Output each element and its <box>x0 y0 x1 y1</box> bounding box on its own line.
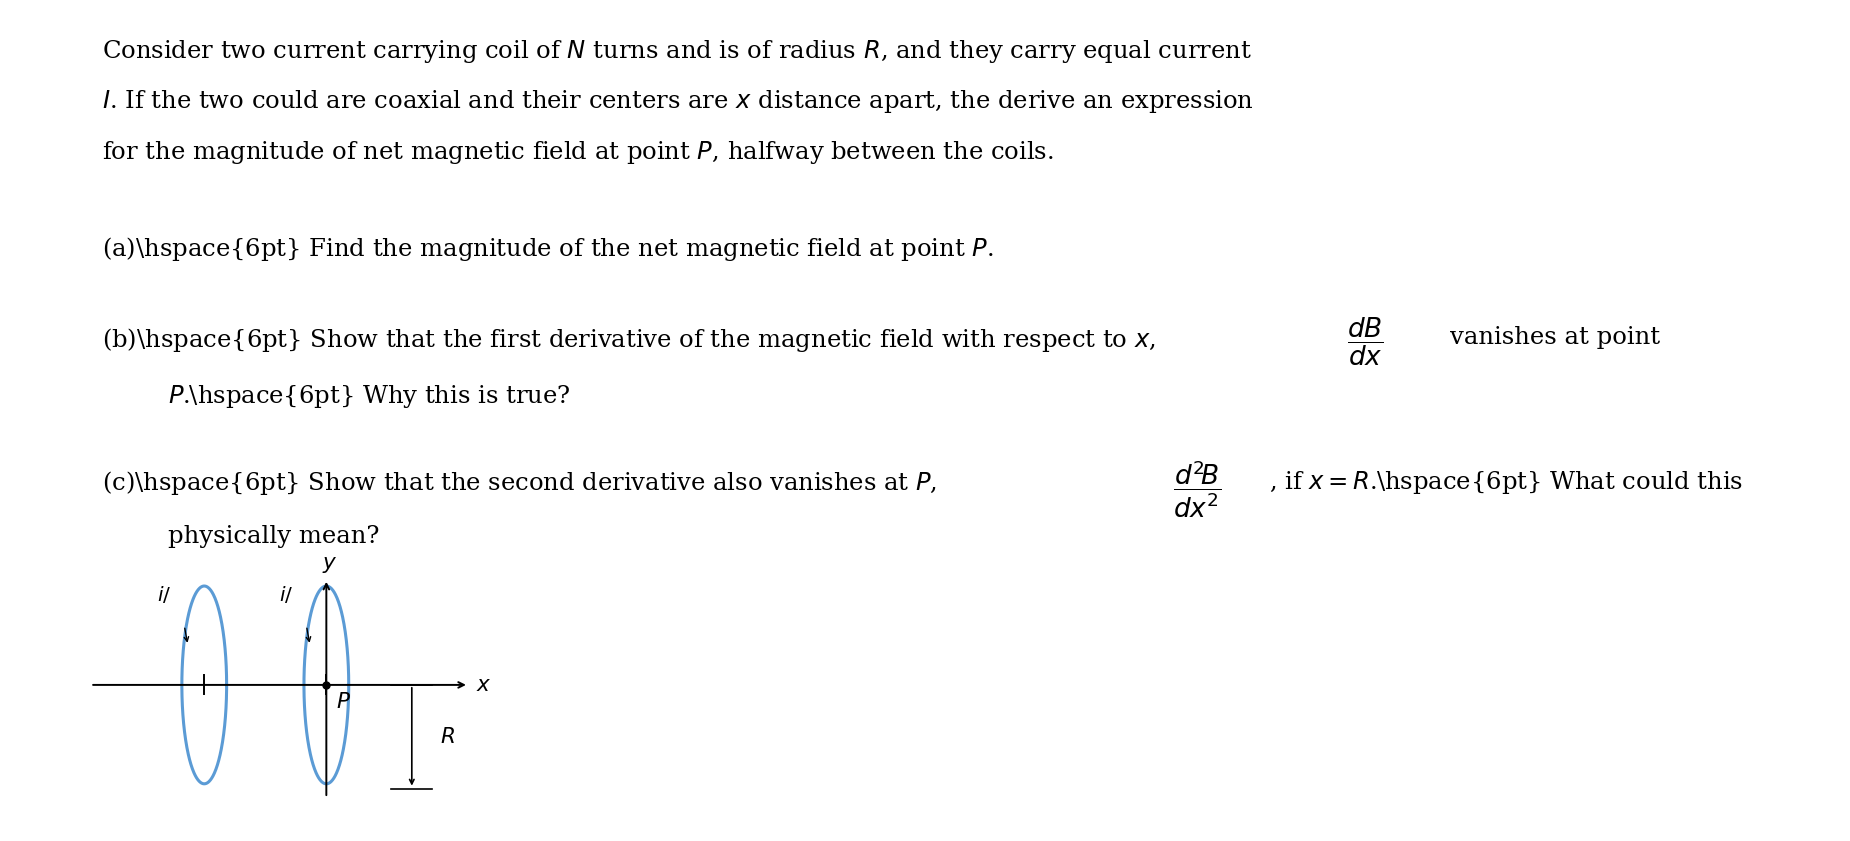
Text: (a)\hspace{6pt} Find the magnitude of the net magnetic field at point $P$.: (a)\hspace{6pt} Find the magnitude of th… <box>102 235 993 263</box>
Text: for the magnitude of net magnetic field at point $P$, halfway between the coils.: for the magnitude of net magnetic field … <box>102 139 1053 166</box>
Text: $i/$: $i/$ <box>157 584 172 606</box>
Text: $R$: $R$ <box>440 726 455 748</box>
Text: (c)\hspace{6pt} Show that the second derivative also vanishes at $P$,: (c)\hspace{6pt} Show that the second der… <box>102 468 936 496</box>
Text: $P$.\hspace{6pt} Why this is true?: $P$.\hspace{6pt} Why this is true? <box>168 383 572 410</box>
Text: $x$: $x$ <box>475 674 492 696</box>
Text: , if $x = R$.\hspace{6pt} What could this: , if $x = R$.\hspace{6pt} What could thi… <box>1269 468 1743 495</box>
Text: $I$. If the two could are coaxial and their centers are $x$ distance apart, the : $I$. If the two could are coaxial and th… <box>102 88 1254 115</box>
Text: $y$: $y$ <box>322 553 339 574</box>
Text: $P$: $P$ <box>335 690 350 713</box>
Text: $i/$: $i/$ <box>279 584 294 606</box>
Text: $\dfrac{d^2\!B}{dx^2}$: $\dfrac{d^2\!B}{dx^2}$ <box>1173 458 1221 520</box>
Text: $\dfrac{dB}{dx}$: $\dfrac{dB}{dx}$ <box>1347 316 1384 368</box>
Text: vanishes at point: vanishes at point <box>1450 326 1661 349</box>
Text: physically mean?: physically mean? <box>168 525 379 548</box>
Text: Consider two current carrying coil of $N$ turns and is of radius $R$, and they c: Consider two current carrying coil of $N… <box>102 38 1252 65</box>
Text: (b)\hspace{6pt} Show that the first derivative of the magnetic field with respec: (b)\hspace{6pt} Show that the first deri… <box>102 326 1156 354</box>
